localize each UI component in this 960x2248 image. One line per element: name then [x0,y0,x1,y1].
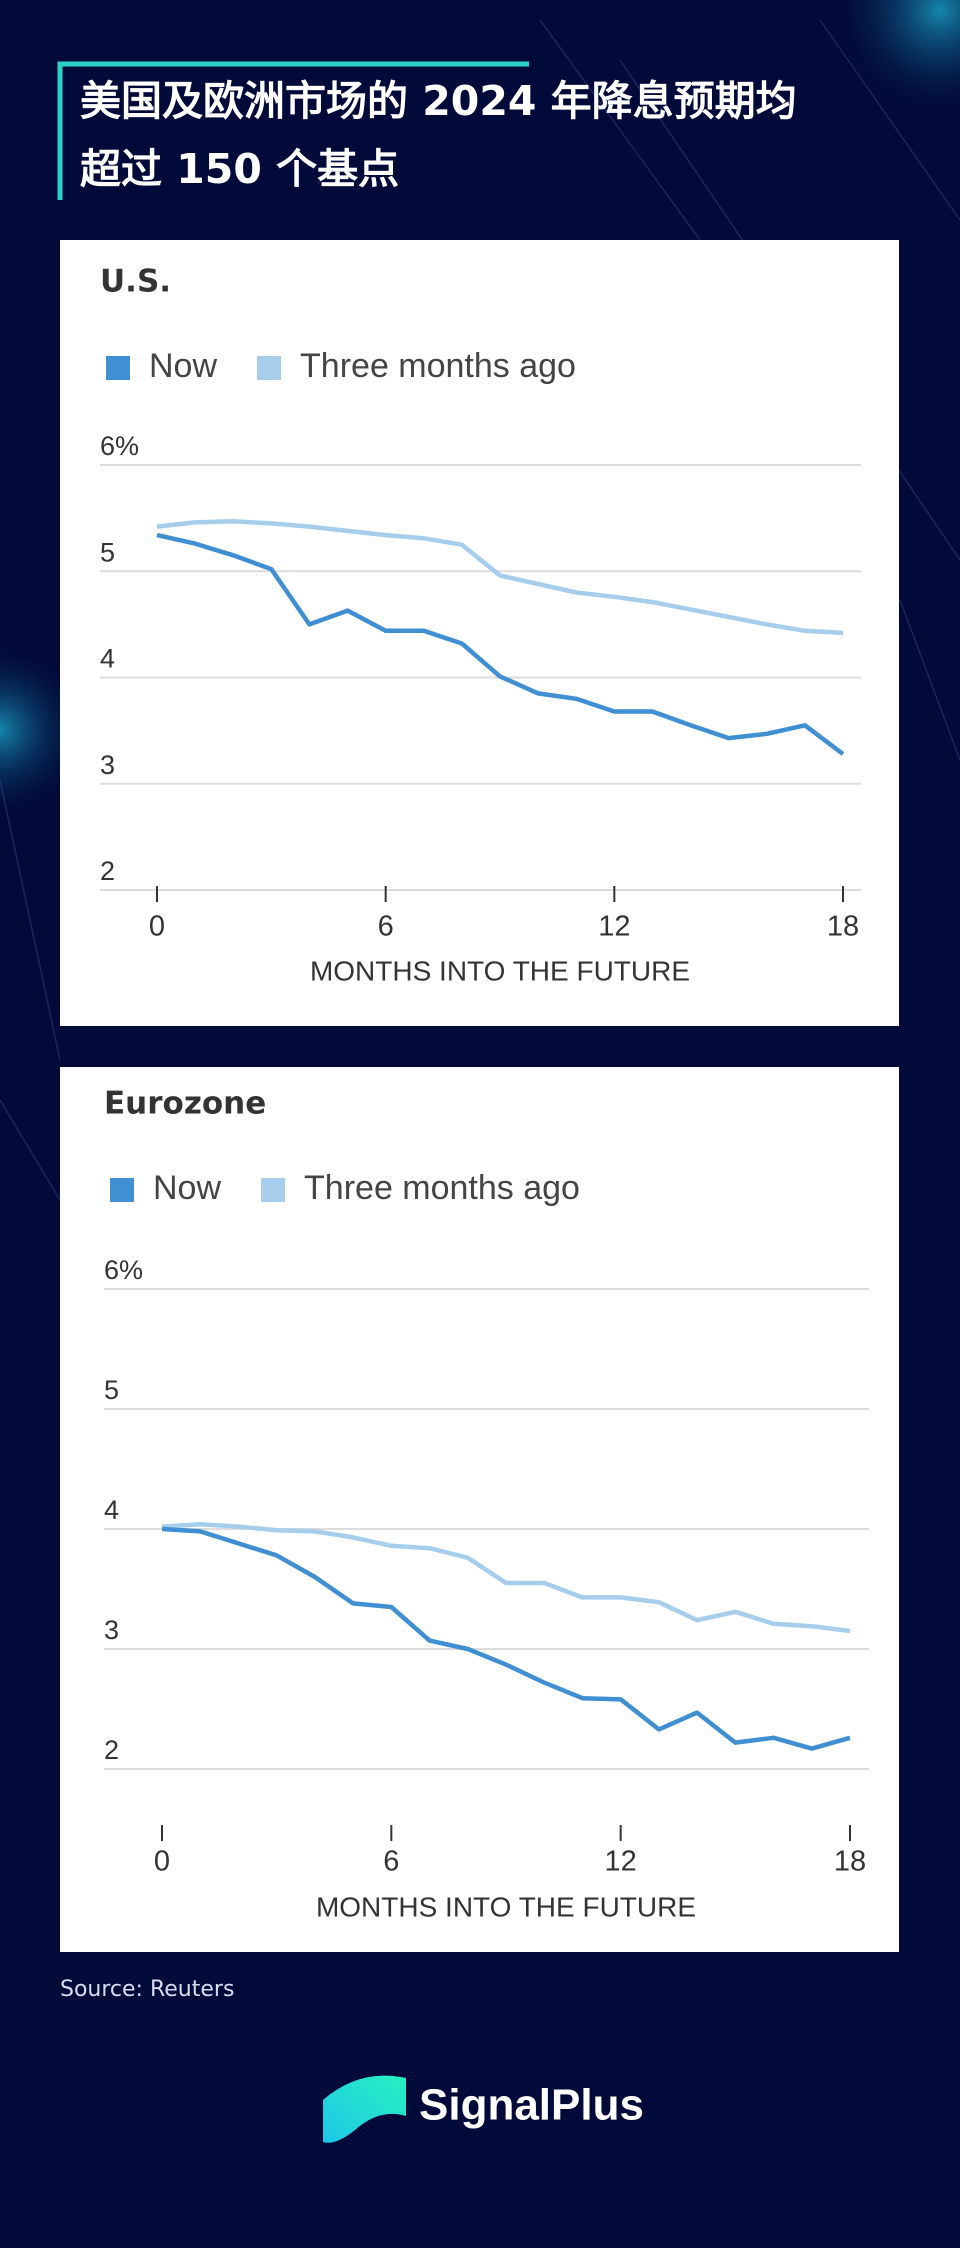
chart-title: U.S. [100,264,171,300]
x-tick-label: 18 [827,911,859,943]
source: Source: Reuters [60,1977,234,2002]
x-axis-label: MONTHS INTO THE FUTURE [310,955,690,986]
legend-label: Now [153,1169,221,1207]
y-tick-label: 2 [100,856,115,886]
series-line [161,1526,851,1751]
title: 超过 150 个基点 [80,145,399,193]
y-tick-label: 5 [100,537,115,567]
x-tick-label: 18 [834,1846,866,1878]
legend-swatch [110,1178,134,1202]
x-axis-label: MONTHS INTO THE FUTURE [316,1891,696,1922]
y-tick-label: 4 [104,1495,119,1525]
x-tick-label: 12 [598,911,630,943]
legend-label: Three months ago [300,347,576,385]
title-frame [57,61,529,200]
y-tick-label: 4 [100,644,115,674]
y-tick-label: 3 [104,1615,119,1645]
legend-swatch [106,356,130,380]
x-tick-label: 6 [378,911,394,943]
chart-panel [60,1067,899,1952]
x-tick-label: 0 [154,1846,170,1878]
legend-label: Now [149,347,217,385]
y-tick-label: 6% [104,1255,143,1285]
x-tick-label: 6 [383,1846,399,1878]
y-tick-label: 3 [100,750,115,780]
chart-panel [60,240,899,1026]
y-tick-label: 6% [100,431,139,461]
brand: SignalPlus [419,2081,644,2130]
y-tick-label: 2 [104,1735,119,1765]
legend-label: Three months ago [304,1169,580,1207]
decor-lines [0,19,960,1201]
chart-title: Eurozone [104,1086,266,1122]
legend-swatch [257,356,282,380]
logo-icon [323,2075,406,2143]
title: 美国及欧洲市场的 2024 年降息预期均 [80,77,797,125]
series-line [161,1521,851,1634]
x-tick-label: 0 [149,911,165,943]
series-line [156,532,845,756]
legend-swatch [261,1178,286,1202]
glow [830,0,960,120]
y-tick-label: 5 [104,1375,119,1405]
x-tick-label: 12 [605,1846,637,1878]
series-line [156,519,844,636]
